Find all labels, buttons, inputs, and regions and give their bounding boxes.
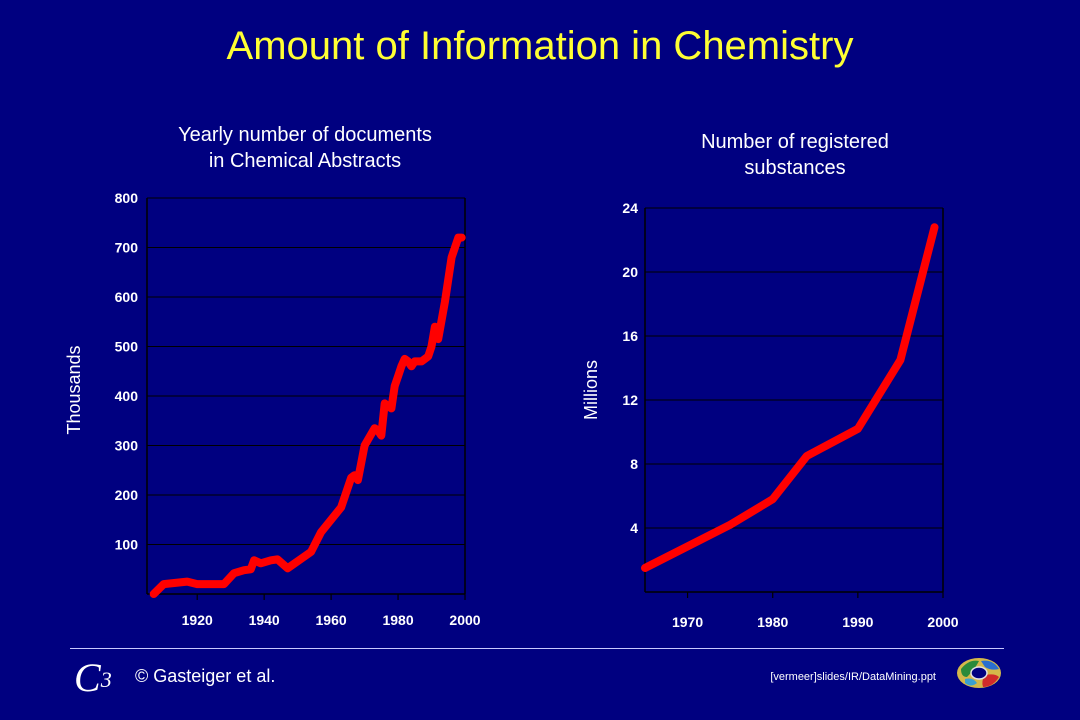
left-x-tick-label: 1960 — [316, 612, 347, 628]
c3-logo: C3 — [74, 656, 112, 700]
left-chart-title: Yearly number of documents in Chemical A… — [178, 124, 432, 172]
copyright-text: © Gasteiger et al. — [135, 666, 276, 686]
left-y-tick-label: 500 — [115, 339, 139, 355]
left-y-tick-label: 800 — [115, 190, 139, 206]
left-y-tick-label: 400 — [115, 388, 139, 404]
right-chart-title: Number of registered substances — [701, 131, 889, 179]
right-x-tick-label: 2000 — [927, 614, 958, 630]
right-x-tick-label: 1990 — [842, 614, 873, 630]
left-x-tick-label: 1980 — [382, 612, 413, 628]
footer-divider — [70, 648, 1004, 649]
right-y-axis-label: Millions — [581, 360, 601, 420]
slide-title: Amount of Information in Chemistry — [226, 24, 854, 68]
left-y-tick-label: 300 — [115, 438, 139, 454]
file-path-text: [vermeer]slides/IR/DataMining.ppt — [770, 671, 936, 683]
left-y-axis-label: Thousands — [64, 345, 84, 434]
right-y-tick-label: 24 — [622, 200, 638, 216]
right-x-tick-label: 1980 — [757, 614, 788, 630]
left-series-line — [149, 233, 466, 598]
right-y-tick-label: 8 — [630, 456, 638, 472]
left-y-tick-label: 100 — [115, 537, 139, 553]
right-series-line — [641, 223, 939, 572]
right-y-tick-label: 20 — [622, 264, 638, 280]
left-y-tick-label: 600 — [115, 289, 139, 305]
right-y-tick-label: 4 — [630, 520, 638, 536]
left-y-tick-label: 200 — [115, 487, 139, 503]
c3-logo-letter: C — [74, 655, 101, 700]
right-y-tick-label: 12 — [622, 392, 638, 408]
right-x-tick-label: 1970 — [672, 614, 703, 630]
right-y-tick-label: 16 — [622, 328, 638, 344]
left-x-tick-label: 1940 — [249, 612, 280, 628]
globe-logo-icon — [957, 658, 1001, 688]
c3-logo-superscript: 3 — [100, 667, 112, 692]
left-y-tick-label: 700 — [115, 240, 139, 256]
left-x-tick-label: 2000 — [449, 612, 480, 628]
left-x-tick-label: 1920 — [182, 612, 213, 628]
